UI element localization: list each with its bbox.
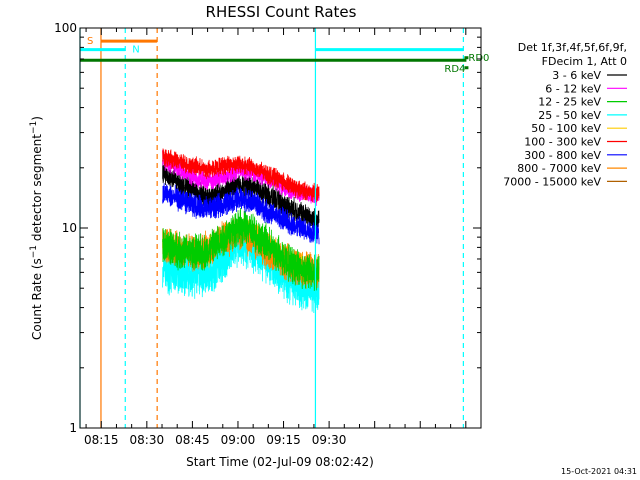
series-line-300-800keV [162, 183, 320, 245]
y-axis-label-sup1: −1 [29, 245, 39, 258]
y-axis-label-sup2: −1 [29, 121, 39, 134]
chart-title: RHESSI Count Rates [206, 3, 357, 21]
x-tick-label: 09:30 [312, 433, 347, 447]
x-axis-ticks: 08:15 08:30 08:45 09:00 09:15 09:30 [84, 28, 482, 447]
legend-entry-label: 12 - 25 keV [538, 96, 601, 109]
legend-entry-label: 300 - 800 keV [524, 149, 601, 162]
rd0-marker [464, 56, 469, 60]
rd4-marker [464, 66, 469, 70]
x-tick-label: 09:15 [266, 433, 301, 447]
y-tick-label: 100 [54, 21, 77, 35]
series-line-100-300keV [162, 148, 320, 203]
x-tick-label: 08:30 [130, 433, 165, 447]
data-layer [162, 148, 320, 313]
y-axis-ticks: 1 10 100 [54, 21, 481, 435]
x-tick-label: 08:15 [84, 433, 119, 447]
y-tick-label: 10 [62, 221, 77, 235]
x-axis-label: Start Time (02-Jul-09 08:02:42) [186, 455, 374, 469]
attenuator-marker-label: S [87, 36, 93, 47]
y-axis-label-main: Count Rate (s [30, 258, 44, 340]
legend-header-line-2: FDecim 1, Att 0 [542, 55, 627, 68]
y-tick-label: 1 [69, 421, 77, 435]
rd4-marker-label: RD4 [444, 64, 465, 75]
night-marker-label: N [132, 45, 139, 56]
y-axis-label-end: ) [30, 116, 44, 121]
y-axis-label-mid: detector segment [30, 134, 44, 245]
y-axis-label: Count Rate (s−1 detector segment−1) [29, 116, 44, 340]
legend-entry-label: 3 - 6 keV [552, 69, 601, 82]
legend-entry-label: 25 - 50 keV [538, 109, 601, 122]
timestamp: 15-Oct-2021 04:31 [561, 467, 637, 476]
legend-entry-label: 6 - 12 keV [545, 82, 601, 95]
legend-header-line-1: Det 1f,3f,4f,5f,6f,9f, [518, 41, 627, 54]
x-tick-label: 09:00 [221, 433, 256, 447]
series-line-12-25keV [162, 208, 320, 291]
legend-entry-label: 7000 - 15000 keV [503, 175, 601, 188]
legend-entry-label: 800 - 7000 keV [517, 162, 601, 175]
legend-entry-label: 50 - 100 keV [531, 122, 601, 135]
legend: Det 1f,3f,4f,5f,6f,9f, FDecim 1, Att 0 3… [503, 41, 627, 188]
x-tick-label: 08:45 [175, 433, 210, 447]
legend-entry-label: 100 - 300 keV [524, 136, 601, 149]
